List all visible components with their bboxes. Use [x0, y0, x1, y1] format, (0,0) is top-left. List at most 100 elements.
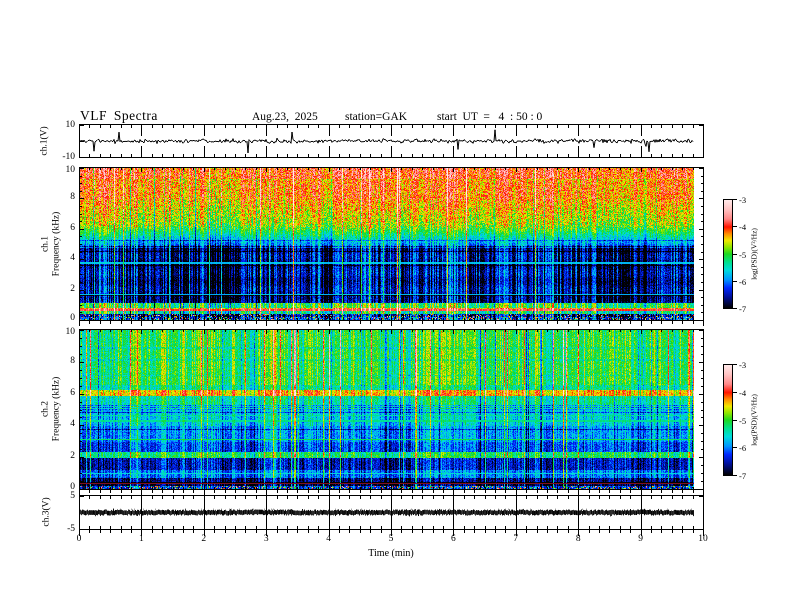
x-axis-tick	[526, 330, 528, 332]
y-axis-tick	[701, 312, 703, 314]
x-axis-tick	[588, 168, 590, 170]
x-axis-tick	[682, 496, 684, 499]
x-axis-tick	[557, 318, 559, 320]
x-axis-tick	[474, 490, 476, 493]
x-axis-tick	[432, 490, 434, 493]
x-axis-tick	[422, 490, 424, 493]
x-axis-tick	[443, 490, 444, 493]
x-axis-tick	[495, 487, 496, 489]
x-axis-tick	[318, 321, 320, 324]
x-axis-tick	[349, 168, 351, 170]
x-axis-tick	[661, 154, 663, 157]
x-axis-tick	[359, 154, 361, 157]
y-axis-tick	[80, 251, 82, 253]
x-axis-tick	[401, 330, 403, 332]
x-axis-tick	[349, 330, 351, 332]
x-axis-tick	[99, 321, 101, 324]
x-axis-tick	[193, 318, 195, 320]
x-axis-tick	[131, 530, 132, 533]
x-axis-tick	[526, 125, 528, 128]
x-axis-tick	[255, 154, 257, 157]
x-axis-tick	[422, 330, 424, 332]
x-axis-tick	[692, 125, 694, 128]
x-axis-tick	[141, 485, 143, 489]
x-axis-tick	[692, 530, 694, 533]
x-axis-tick	[599, 490, 600, 493]
x-axis-tick	[339, 496, 340, 499]
x-axis-tick	[141, 125, 143, 136]
x-axis-tick	[526, 168, 528, 170]
x-axis-tick	[422, 496, 424, 499]
ch2-spectrogram-panel	[79, 329, 704, 490]
x-axis-tick	[609, 526, 611, 529]
x-axis-tick	[547, 154, 548, 157]
x-axis-tick	[151, 125, 153, 128]
x-axis-tick	[318, 168, 320, 170]
x-axis-tick	[380, 526, 382, 529]
x-axis-tick	[661, 487, 663, 489]
x-axis-tick	[141, 330, 143, 334]
x-axis-tick	[640, 146, 642, 157]
x-axis-tick	[349, 487, 351, 489]
y-axis-tick	[80, 496, 84, 497]
x-axis-tick	[432, 154, 434, 157]
x-axis-tick	[515, 321, 517, 326]
x-axis-tick	[443, 526, 444, 529]
x-axis-tick	[630, 496, 632, 499]
x-axis-tick	[401, 318, 403, 320]
x-axis-tick	[255, 168, 257, 170]
x-axis-tick	[567, 321, 569, 324]
x-axis-tick	[131, 490, 132, 493]
x-axis-tick	[505, 330, 507, 332]
x-axis-tick	[339, 530, 340, 533]
x-axis-tick	[391, 490, 392, 495]
x-axis-tick	[99, 487, 101, 489]
x-axis-tick	[536, 321, 538, 324]
y-axis-tick	[80, 175, 82, 177]
x-axis-tick	[224, 168, 226, 170]
x-axis-tick	[651, 321, 652, 324]
y-axis-tick	[80, 183, 82, 185]
x-axis-tick	[224, 496, 226, 499]
x-axis-tick	[79, 316, 80, 320]
x-tick-label: 10	[698, 534, 708, 544]
x-axis-tick	[526, 487, 528, 489]
x-axis-tick	[245, 330, 247, 332]
x-axis-tick	[131, 496, 132, 499]
x-axis-tick	[224, 530, 226, 533]
y-tick-label: -5	[67, 524, 75, 534]
x-axis-tick	[131, 154, 132, 157]
x-axis-tick	[255, 496, 257, 499]
y-axis-tick	[80, 157, 84, 158]
x-axis-tick	[339, 318, 340, 320]
x-axis-tick	[703, 330, 704, 334]
ch3-major-gridline	[266, 496, 268, 529]
x-tick-label: 2	[201, 534, 207, 544]
x-axis-tick	[619, 496, 621, 499]
y-axis-tick	[699, 425, 703, 427]
y-axis-tick	[701, 441, 703, 443]
x-axis-tick	[203, 330, 205, 334]
x-axis-tick	[162, 154, 164, 157]
x-axis-tick	[380, 487, 382, 489]
x-axis-tick	[682, 168, 684, 170]
x-axis-tick	[619, 125, 621, 128]
x-axis-tick	[640, 321, 642, 326]
x-axis-tick	[682, 487, 684, 489]
x-axis-tick	[609, 168, 611, 170]
x-axis-tick	[131, 487, 132, 489]
y-axis-tick	[80, 221, 82, 223]
x-axis-tick	[307, 125, 309, 128]
x-axis-tick	[307, 168, 309, 170]
ch1-spectrogram-canvas	[80, 168, 694, 320]
x-axis-tick	[79, 330, 80, 334]
x-axis-tick	[203, 168, 205, 172]
x-axis-tick	[120, 530, 122, 533]
x-axis-tick	[287, 125, 288, 128]
x-axis-tick	[651, 487, 652, 489]
y-axis-tick	[701, 337, 703, 339]
colorbar-tick-label: -6	[739, 443, 747, 454]
colorbar-tick-label: -5	[739, 249, 747, 260]
x-axis-tick	[131, 330, 132, 332]
x-axis-tick	[183, 321, 184, 324]
